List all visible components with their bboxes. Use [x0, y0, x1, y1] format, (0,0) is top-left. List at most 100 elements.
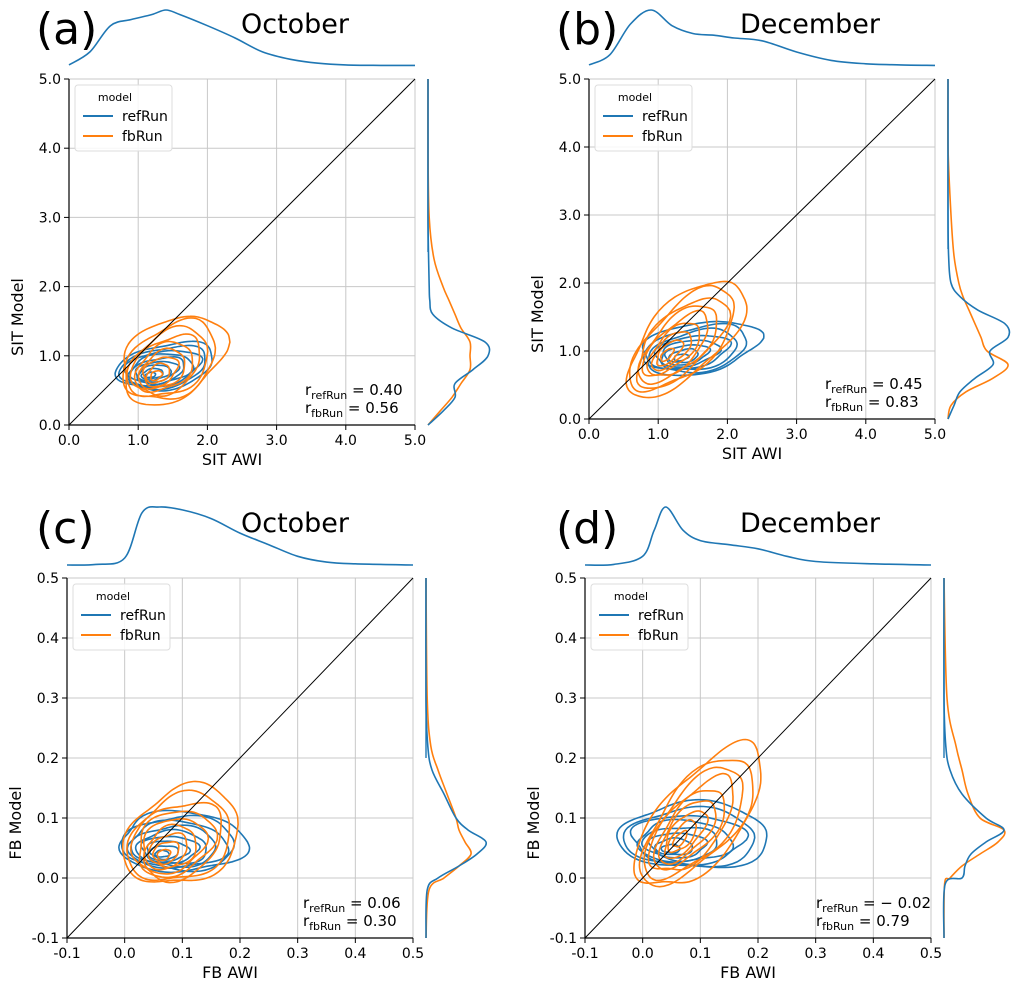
x-tick-label: -0.1: [571, 946, 598, 962]
marginal-x-kde-refRun: [66, 506, 414, 566]
marginal-y-kde-refRun: [427, 79, 491, 426]
legend-box: [590, 583, 689, 651]
x-tick-label: -0.1: [53, 946, 80, 962]
contour-refRun: [140, 835, 201, 864]
legend-box: [594, 84, 693, 152]
contour-fbRun: [657, 800, 717, 866]
y-tick-label: 0.0: [39, 418, 61, 434]
y-axis-label: SIT Model: [528, 275, 547, 353]
contour-fbRun: [142, 356, 180, 388]
r-value: = 0.30: [341, 912, 397, 930]
contour-refRun: [118, 809, 251, 874]
y-tick-label: 3.0: [39, 210, 61, 226]
contour-refRun: [114, 340, 213, 392]
x-tick-label: 0.0: [632, 946, 654, 962]
x-tick-label: 0.4: [344, 946, 366, 962]
legend-title: model: [96, 590, 130, 603]
x-tick-label: 0.2: [747, 946, 769, 962]
contour-fbRun: [643, 766, 744, 882]
marginal-y-kde-refRun: [947, 79, 1011, 420]
r-subscript: refRun: [822, 902, 858, 915]
y-tick-label: 0.4: [555, 631, 577, 647]
r-symbol: r: [303, 894, 310, 912]
marginal-y-kde-fbRun: [946, 78, 1009, 420]
contour-group: [625, 280, 765, 399]
legend-box: [74, 84, 173, 152]
y-tick-label: 0.0: [555, 871, 577, 887]
r-symbol: r: [305, 399, 312, 417]
marginal-y-kde-refRun: [425, 577, 488, 939]
contour-refRun: [140, 367, 164, 381]
y-tick-label: 0.2: [37, 751, 59, 767]
x-tick-label: 0.5: [920, 946, 942, 962]
r-subscript: fbRun: [822, 920, 854, 933]
y-tick-label: 5.0: [559, 72, 581, 88]
r-fbRun: rfbRun = 0.83: [825, 393, 919, 414]
y-tick-label: 0.4: [37, 631, 59, 647]
panel-label: (b): [556, 4, 618, 55]
contour-fbRun: [638, 759, 754, 888]
legend-label-refRun: refRun: [120, 608, 166, 624]
x-tick-label: 0.0: [114, 946, 136, 962]
legend-title: model: [614, 590, 648, 603]
one-to-one-line: [588, 78, 936, 420]
marginal-x-kde-refRun: [588, 9, 936, 67]
r-refRun: rrefRun = 0.45: [825, 375, 923, 396]
contour-refRun: [642, 322, 748, 374]
contour-fbRun: [628, 284, 736, 393]
legend-label-refRun: refRun: [122, 109, 168, 125]
r-subscript: fbRun: [831, 401, 863, 414]
y-tick-label: 0.2: [555, 751, 577, 767]
contour-refRun: [117, 344, 206, 391]
r-fbRun: rfbRun = 0.79: [816, 912, 910, 933]
x-tick-label: 0.0: [578, 427, 600, 443]
contour-fbRun: [126, 324, 209, 398]
marginal-y-kde-fbRun: [943, 577, 1006, 939]
y-tick-label: 4.0: [39, 141, 61, 157]
y-axis-label: FB Model: [524, 786, 543, 859]
y-tick-label: 1.0: [559, 344, 581, 360]
contour-group: [616, 738, 768, 888]
x-tick-label: 3.0: [265, 433, 287, 449]
y-axis-label: FB Model: [6, 786, 25, 859]
legend: model refRun fbRun: [590, 583, 689, 651]
x-tick-label: 0.3: [287, 946, 309, 962]
r-symbol: r: [816, 912, 823, 930]
r-refRun: rrefRun = 0.40: [305, 381, 403, 402]
r-fbRun: rfbRun = 0.56: [305, 399, 399, 420]
x-axis-label: SIT AWI: [202, 450, 262, 469]
contour-refRun: [660, 843, 681, 854]
marginal-x-kde-refRun: [68, 9, 416, 67]
legend-box: [72, 583, 171, 651]
legend-label-refRun: refRun: [638, 608, 684, 624]
r-value: = 0.06: [345, 894, 401, 912]
contour-refRun: [629, 814, 750, 867]
r-subscript: fbRun: [311, 407, 343, 420]
x-tick-label: 0.2: [229, 946, 251, 962]
contour-fbRun: [149, 369, 164, 382]
y-tick-label: 2.0: [39, 280, 61, 296]
r-refRun: rrefRun = 0.06: [303, 894, 401, 915]
y-tick-label: 2.0: [559, 276, 581, 292]
legend-label-fbRun: fbRun: [642, 129, 683, 145]
marginal-y-kde-fbRun: [425, 577, 472, 939]
one-to-one-line: [584, 577, 932, 939]
contour-fbRun: [129, 333, 201, 397]
x-tick-label: 1.0: [127, 433, 149, 449]
r-symbol: r: [305, 381, 312, 399]
r-value: = − 0.02: [858, 894, 931, 912]
contour-fbRun: [122, 317, 217, 400]
contour-refRun: [647, 832, 709, 859]
contour-fbRun: [145, 362, 171, 385]
legend-label-fbRun: fbRun: [638, 628, 679, 644]
x-tick-label: 4.0: [855, 427, 877, 443]
panel-title: December: [740, 9, 881, 40]
contour-group: [114, 315, 231, 406]
y-tick-label: 3.0: [559, 208, 581, 224]
contour-fbRun: [659, 347, 676, 363]
y-tick-label: 0.3: [37, 691, 59, 707]
contour-fbRun: [151, 840, 180, 866]
y-tick-label: 0.5: [37, 571, 59, 587]
y-tick-label: 0.1: [555, 811, 577, 827]
